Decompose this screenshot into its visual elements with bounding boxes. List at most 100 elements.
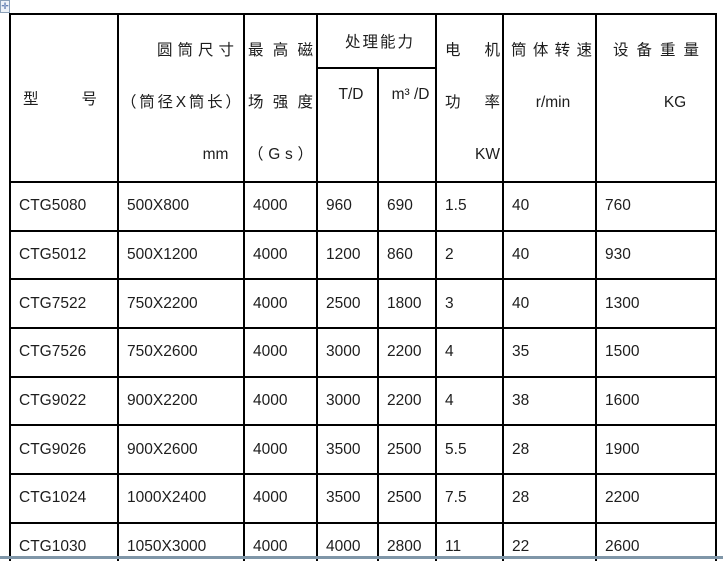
cell-capacity-td: 4000 [316, 521, 379, 561]
cell-capacity-m3d: 860 [376, 229, 438, 281]
header-motor-line2: 功率 [445, 94, 501, 111]
cell-field-strength: 4000 [243, 181, 318, 232]
cell-model: CTG7522 [9, 278, 119, 330]
cell-capacity-m3d: 2800 [376, 521, 438, 561]
cell-drum-size: 500X800 [117, 181, 245, 232]
header-capacity-label: 处理能力 [345, 33, 416, 51]
cell-capacity-m3d: 690 [376, 181, 438, 232]
cell-model: CTG9026 [9, 424, 119, 476]
header-model-label: 型号 [23, 91, 97, 108]
cell-capacity-m3d: 1800 [376, 278, 438, 330]
cell-capacity-td: 3500 [316, 473, 379, 524]
table-row: CTG7522 750X2200 4000 2500 1800 3 40 130… [9, 278, 718, 330]
header-field-strength-line1: 最高磁 [248, 42, 313, 59]
header-drum-size: 圆筒尺寸 （筒径 X 筒长） mm [117, 13, 245, 183]
cell-field-strength: 4000 [243, 229, 318, 281]
header-capacity-m3d: m³ /D [376, 66, 438, 184]
cell-model: CTG1030 [9, 521, 119, 561]
header-drum-size-line3: mm [202, 146, 229, 163]
table-row: CTG1024 1000X2400 4000 3500 2500 7.5 28 … [9, 473, 718, 524]
cell-capacity-td: 2500 [316, 278, 379, 330]
cell-drum-speed: 35 [502, 327, 598, 378]
cell-field-strength: 4000 [243, 473, 318, 524]
cell-capacity-m3d: 2200 [376, 327, 438, 378]
cell-capacity-td: 1200 [316, 229, 379, 281]
table-row: CTG9026 900X2600 4000 3500 2500 5.5 28 1… [9, 424, 718, 476]
header-model: 型号 [9, 13, 119, 183]
cell-drum-speed: 22 [502, 521, 598, 561]
cell-drum-speed: 28 [502, 473, 598, 524]
cell-field-strength: 4000 [243, 424, 318, 476]
header-weight-line2: KG [663, 94, 687, 111]
cell-capacity-td: 3000 [316, 327, 379, 378]
header-motor-line1: 电机 [445, 42, 501, 59]
cell-motor-power: 3 [435, 278, 505, 330]
cell-drum-speed: 40 [502, 181, 598, 232]
cell-motor-power: 7.5 [435, 473, 505, 524]
header-field-strength-line2: 场强度 [248, 94, 313, 111]
cell-model: CTG9022 [9, 375, 119, 427]
cell-model: CTG5012 [9, 229, 119, 281]
cell-field-strength: 4000 [243, 278, 318, 330]
cell-field-strength: 4000 [243, 521, 318, 561]
table-row: CTG5080 500X800 4000 960 690 1.5 40 760 [9, 181, 718, 232]
cell-drum-size: 900X2200 [117, 375, 245, 427]
cell-model: CTG5080 [9, 181, 119, 232]
header-drum-speed: 筒体转速 r/min [502, 13, 598, 183]
cell-weight: 2200 [595, 473, 718, 524]
header-weight: 设备重量 KG [595, 13, 718, 183]
cell-weight: 1900 [595, 424, 718, 476]
header-motor-power: 电机 功率 KW [435, 13, 505, 183]
cell-field-strength: 4000 [243, 375, 318, 427]
cell-drum-speed: 38 [502, 375, 598, 427]
cell-drum-size: 750X2200 [117, 278, 245, 330]
cell-weight: 1300 [595, 278, 718, 330]
cell-motor-power: 1.5 [435, 181, 505, 232]
header-motor-line3: KW [475, 146, 500, 163]
cell-drum-size: 900X2600 [117, 424, 245, 476]
cell-capacity-m3d: 2200 [376, 375, 438, 427]
header-drum-speed-line2: r/min [535, 94, 571, 111]
cell-capacity-m3d: 2500 [376, 473, 438, 524]
header-drum-size-line1: 圆筒尺寸 [156, 42, 239, 59]
cell-capacity-td: 960 [316, 181, 379, 232]
move-arrows-glyph: ✛ [1, 1, 9, 11]
header-capacity-td: T/D [316, 66, 379, 184]
cell-motor-power: 2 [435, 229, 505, 281]
cell-drum-size: 750X2600 [117, 327, 245, 378]
cell-model: CTG1024 [9, 473, 119, 524]
cell-capacity-td: 3000 [316, 375, 379, 427]
cell-drum-size: 1050X3000 [117, 521, 245, 561]
header-capacity: 处理能力 [315, 13, 438, 69]
cell-motor-power: 11 [435, 521, 505, 561]
table-row: CTG5012 500X1200 4000 1200 860 2 40 930 [9, 229, 718, 281]
cell-weight: 760 [595, 181, 718, 232]
cell-drum-speed: 28 [502, 424, 598, 476]
cell-motor-power: 4 [435, 375, 505, 427]
cell-capacity-td: 3500 [316, 424, 379, 476]
table-row: CTG9022 900X2200 4000 3000 2200 4 38 160… [9, 375, 718, 427]
cell-weight: 2600 [595, 521, 718, 561]
cell-weight: 1500 [595, 327, 718, 378]
header-weight-line1: 设备重量 [613, 42, 708, 59]
cell-capacity-m3d: 2500 [376, 424, 438, 476]
header-drum-size-line2: （筒径 X 筒长） [121, 94, 241, 111]
cell-weight: 930 [595, 229, 718, 281]
cell-weight: 1600 [595, 375, 718, 427]
page-bottom-rule [0, 556, 723, 559]
header-drum-speed-line1: 筒体转速 [511, 42, 593, 59]
cell-drum-speed: 40 [502, 229, 598, 281]
cell-motor-power: 5.5 [435, 424, 505, 476]
cell-model: CTG7526 [9, 327, 119, 378]
table-row: CTG1030 1050X3000 4000 4000 2800 11 22 2… [9, 521, 718, 561]
table-row: CTG7526 750X2600 4000 3000 2200 4 35 150… [9, 327, 718, 378]
cell-field-strength: 4000 [243, 327, 318, 378]
cell-drum-speed: 40 [502, 278, 598, 330]
cell-motor-power: 4 [435, 327, 505, 378]
table-move-handle-icon[interactable]: ✛ [0, 0, 10, 13]
cell-drum-size: 1000X2400 [117, 473, 245, 524]
